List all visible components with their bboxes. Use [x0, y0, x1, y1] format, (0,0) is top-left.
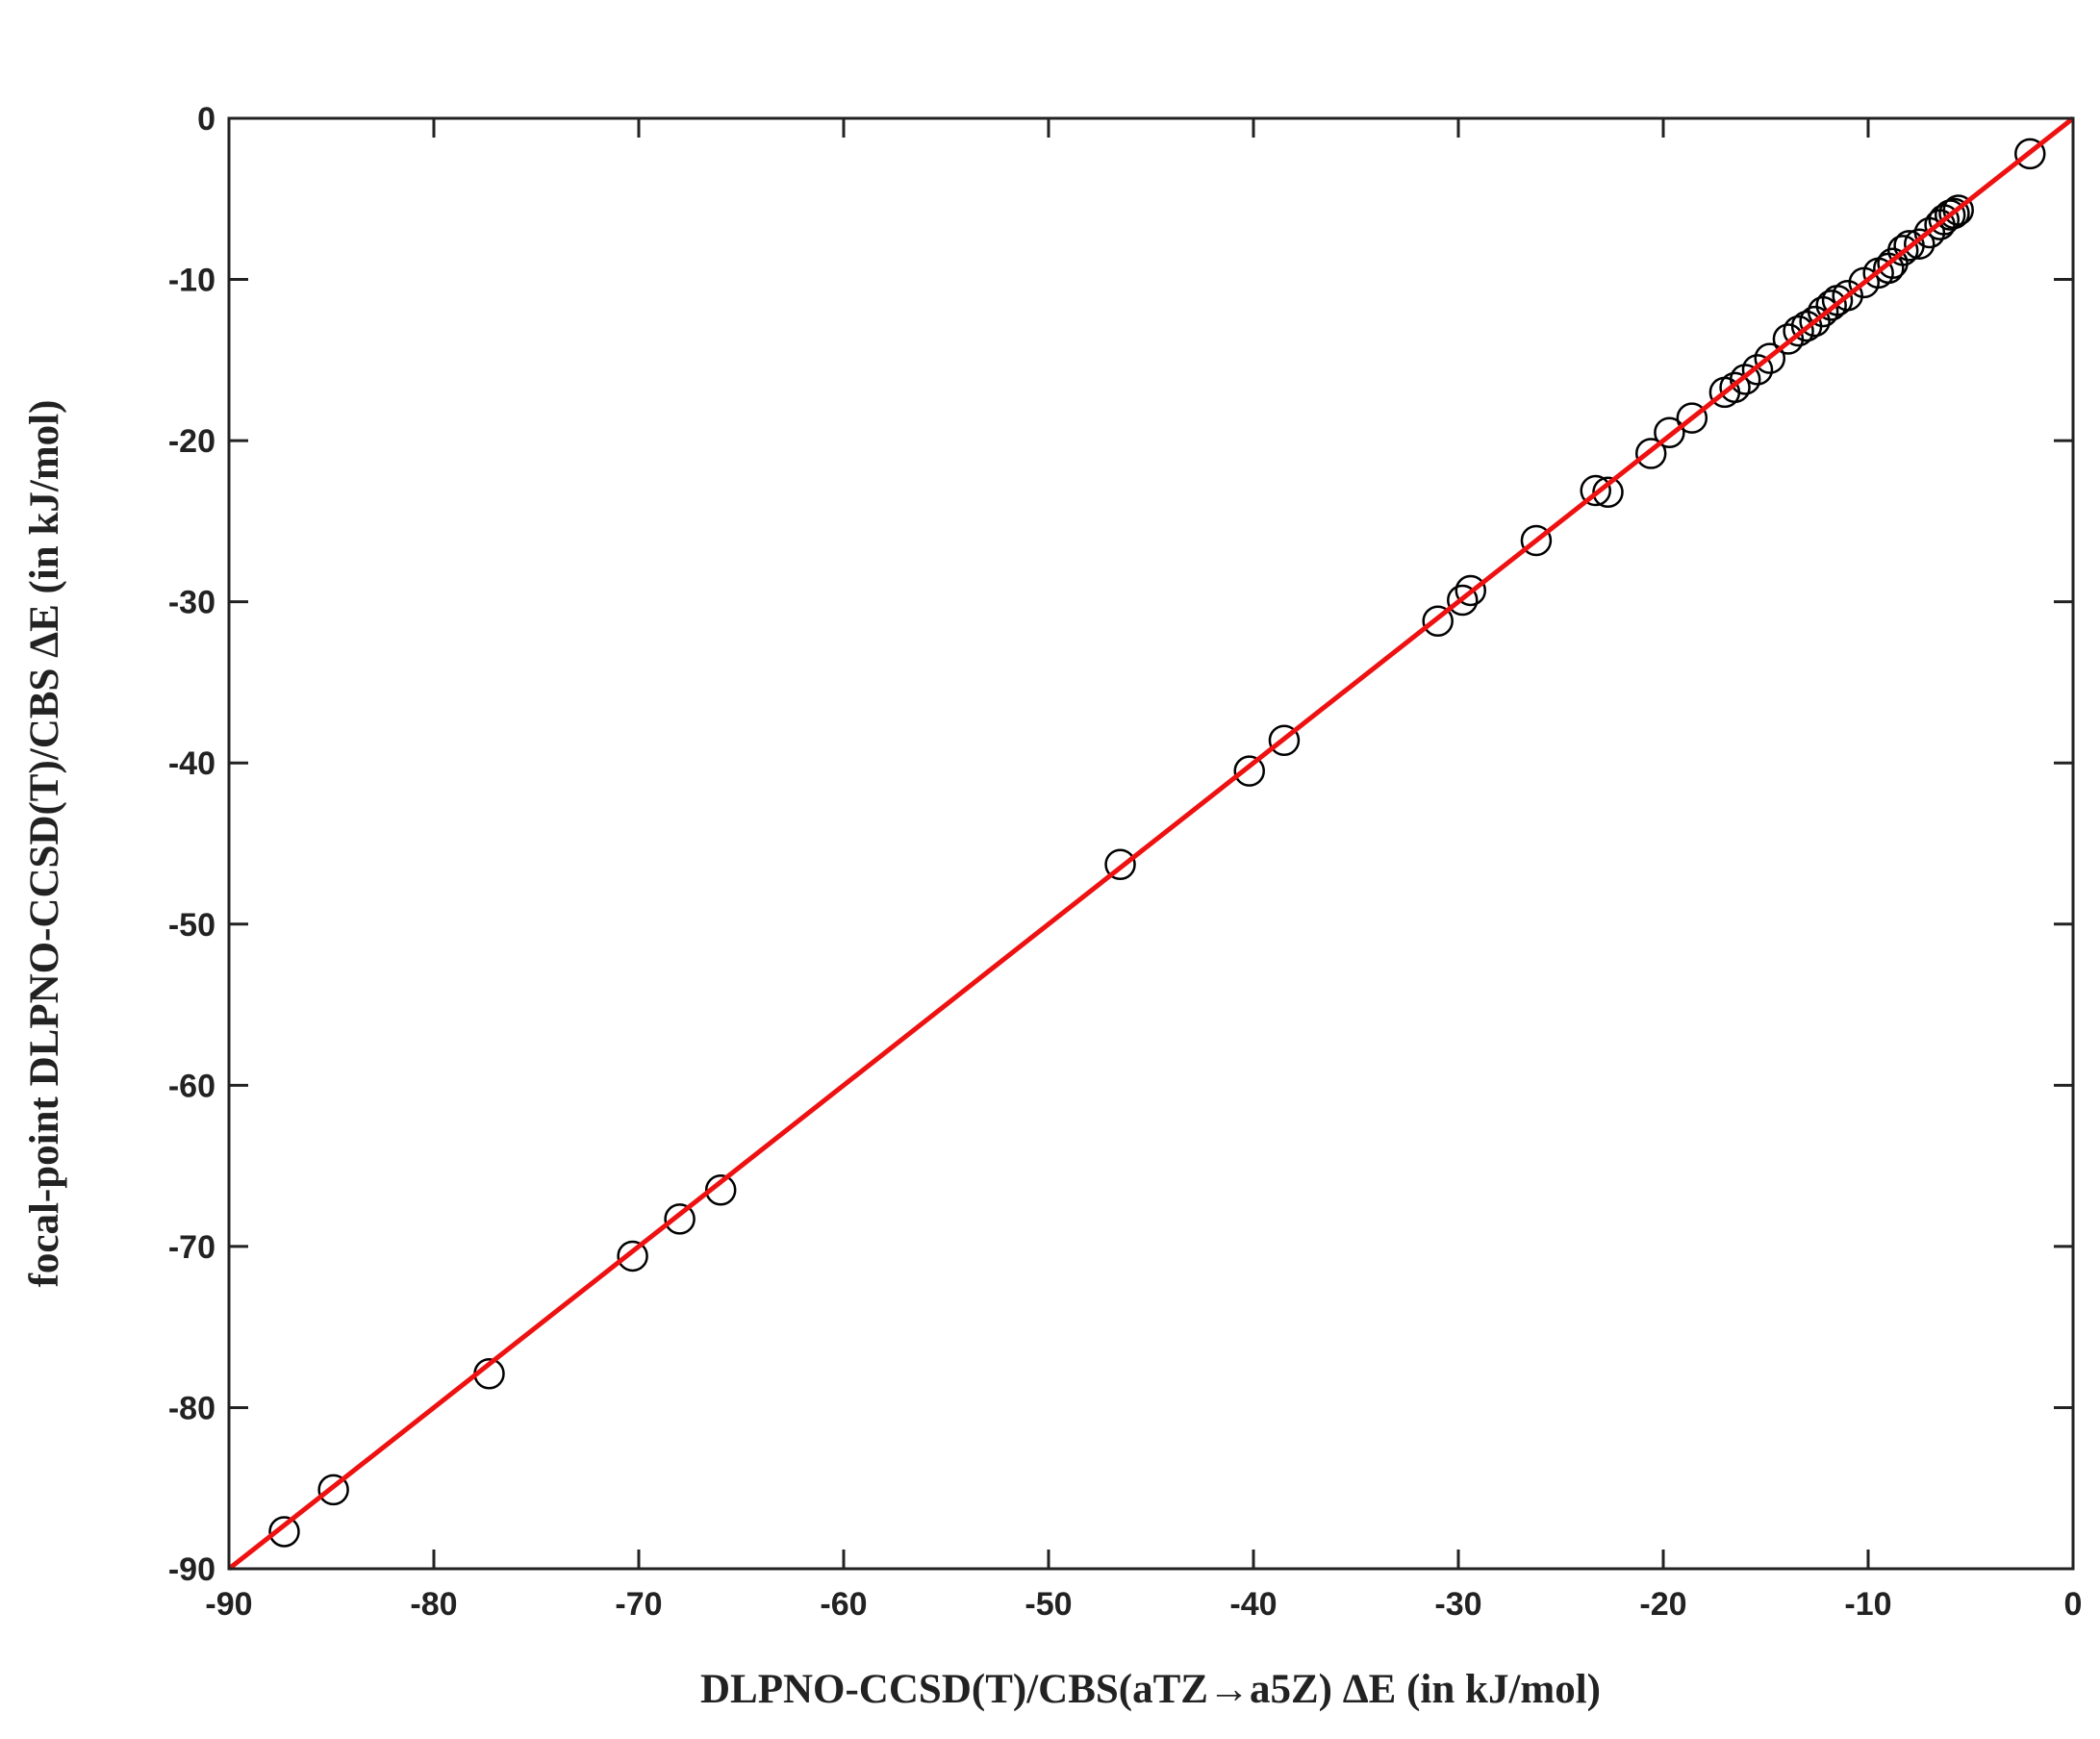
x-tick-label: -30: [1434, 1586, 1481, 1623]
y-axis-label: focal-point DLPNO-CCSD(T)/CBS ΔE (in kJ/…: [22, 400, 67, 1288]
data-point: [317, 1474, 349, 1506]
data-point: [1904, 228, 1936, 260]
data-point: [1592, 476, 1624, 508]
y-tick-label: -30: [168, 585, 215, 621]
x-tick-label: -40: [1229, 1586, 1277, 1623]
data-point: [1520, 524, 1553, 557]
data-point: [1942, 194, 1974, 226]
data-point: [1799, 305, 1831, 338]
data-point: [1815, 290, 1847, 321]
data-point: [1886, 235, 1919, 266]
y-tick-label: 0: [197, 101, 215, 138]
data-point: [2014, 138, 2046, 170]
data-point: [1754, 342, 1786, 374]
data-point: [1580, 474, 1611, 507]
x-tick-label: -20: [1639, 1586, 1686, 1623]
data-point: [1634, 438, 1667, 469]
y-tick-label: -10: [168, 263, 215, 299]
y-tick-label: -50: [168, 907, 215, 944]
x-axis-label: DLPNO-CCSD(T)/CBS(aTZ→a5Z) ΔE (in kJ/mol…: [700, 1667, 1601, 1712]
data-point: [1233, 755, 1265, 787]
data-point: [1455, 574, 1487, 607]
data-point: [268, 1516, 300, 1548]
data-point: [617, 1240, 648, 1273]
data-point: [1104, 848, 1136, 881]
x-tick-label: -50: [1025, 1586, 1072, 1623]
data-point: [1832, 280, 1863, 312]
data-point: [1654, 416, 1685, 448]
x-tick-label: -70: [615, 1586, 662, 1623]
data-point: [664, 1203, 696, 1235]
plot-frame: [227, 116, 2075, 1571]
data-point: [1447, 584, 1479, 617]
data-point: [704, 1173, 737, 1206]
y-tick-label: -90: [168, 1551, 215, 1588]
x-tick-label: -60: [820, 1586, 867, 1623]
data-point: [1729, 364, 1761, 395]
fit-line: [227, 116, 2075, 1571]
data-point: [1938, 197, 1970, 230]
data-point: [1719, 371, 1751, 404]
x-tick-label: -90: [205, 1586, 252, 1623]
x-tick-label: -10: [1844, 1586, 1891, 1623]
y-tick-label: -40: [168, 745, 215, 782]
data-point: [1676, 402, 1708, 434]
data-point: [1422, 605, 1454, 638]
x-tick-label: -80: [410, 1586, 457, 1623]
y-tick-label: -70: [168, 1229, 215, 1266]
y-tick-label: -80: [168, 1390, 215, 1426]
data-point: [1783, 315, 1814, 347]
y-tick-label: -60: [168, 1068, 215, 1104]
data-point: [1741, 354, 1774, 386]
y-tick-label: -20: [168, 423, 215, 460]
data-point: [1268, 724, 1301, 757]
x-tick-label: 0: [2064, 1586, 2083, 1623]
